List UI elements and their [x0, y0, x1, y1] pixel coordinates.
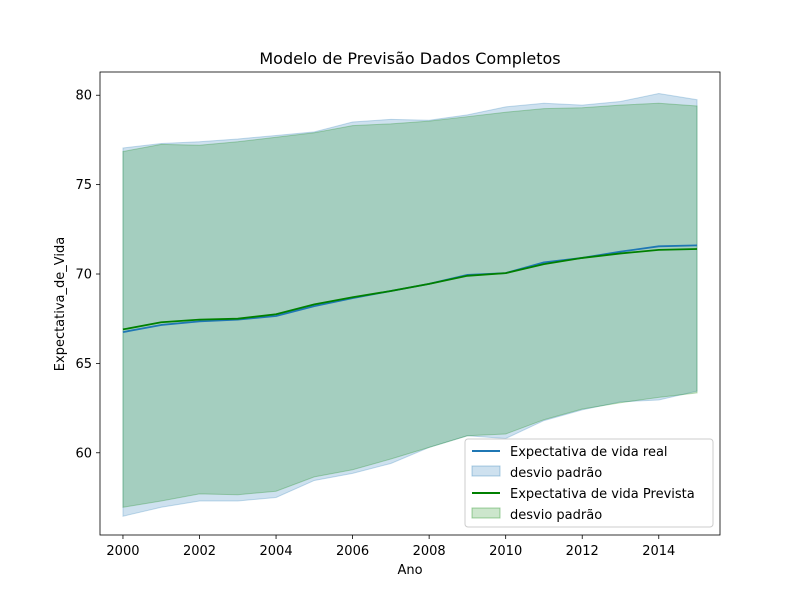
std-band-series-0	[122, 92, 698, 517]
x-axis-label: Ano	[397, 563, 422, 578]
legend-label-real-line: Expectativa de vida real	[510, 445, 668, 460]
x-tick-label: 2010	[489, 544, 522, 559]
y-tick-label: 80	[75, 89, 92, 104]
legend-label-real-band: desvio padrão	[510, 466, 602, 481]
y-tick-label: 60	[75, 446, 92, 461]
x-tick-label: 2014	[642, 544, 675, 559]
legend-box	[464, 438, 714, 528]
y-tick-label: 65	[75, 357, 92, 372]
x-axis: 2000 2002 2004 2006 2008 2010 2012 2014	[106, 535, 675, 559]
legend: Expectativa de vida real desvio padrão E…	[464, 438, 714, 528]
plot-frame	[99, 71, 721, 536]
legend-swatch-real-band	[471, 465, 501, 477]
legend-label-predicted-line: Expectativa de vida Prevista	[510, 487, 695, 502]
series-line-1	[122, 248, 698, 331]
x-tick-label: 2006	[336, 544, 369, 559]
legend-label-predicted-band: desvio padrão	[510, 508, 602, 523]
x-tick-label: 2004	[260, 544, 293, 559]
chart-title: Modelo de Previsão Dados Completos	[259, 49, 560, 68]
x-tick-label: 2000	[106, 544, 139, 559]
y-tick-label: 70	[75, 268, 92, 283]
series-lines	[122, 244, 698, 333]
legend-swatch-predicted-band	[471, 507, 501, 519]
y-axis-label: Expectativa_de_Vida	[53, 237, 68, 371]
std-bands	[122, 92, 698, 517]
x-tick-label: 2008	[413, 544, 446, 559]
y-axis: 60 65 70 75 80	[75, 89, 100, 461]
std-band-series-1	[122, 102, 698, 508]
y-tick-label: 75	[75, 178, 92, 193]
x-tick-label: 2012	[566, 544, 599, 559]
x-tick-label: 2002	[183, 544, 216, 559]
